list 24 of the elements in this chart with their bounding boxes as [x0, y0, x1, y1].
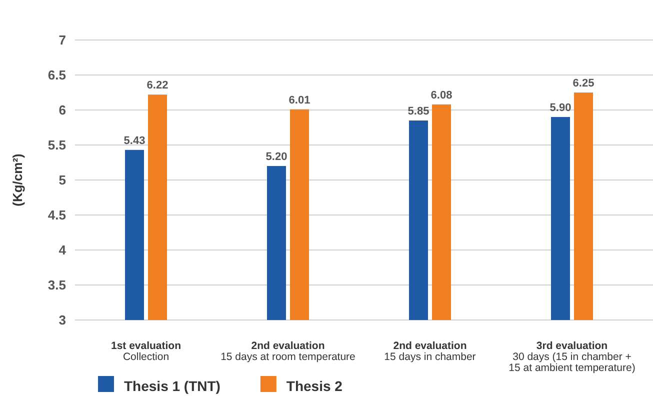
data-label: 5.90 — [550, 102, 572, 114]
x-tick-label: 1st evaluation Collection — [110, 340, 182, 363]
x-tick-label: 2nd evaluation 15 days at room temperature — [220, 340, 356, 363]
y-tick-label: 5.5 — [48, 138, 66, 153]
y-tick-label: 3.5 — [48, 278, 66, 293]
data-label: 6.08 — [430, 89, 452, 102]
data-label: 5.43 — [124, 134, 146, 147]
y-tick-label: 4 — [58, 242, 67, 258]
data-label: 5.20 — [266, 151, 288, 163]
y-tick-label: 5 — [58, 172, 66, 188]
y-tick-label: 3 — [58, 312, 66, 328]
y-tick-label: 7 — [58, 32, 66, 48]
data-label: 6.22 — [146, 80, 168, 92]
y-tick-label: 4.5 — [48, 208, 66, 223]
data-label: 5.85 — [408, 106, 430, 118]
x-tick-label: 2nd evaluation 15 days in chamber — [384, 340, 476, 363]
x-tick-label: 3rd evaluation 30 days (15 in chamber + 15 at ambient temperature) — [508, 340, 636, 374]
y-tick-label: 6 — [58, 102, 66, 118]
data-label: 6.01 — [288, 94, 310, 106]
y-axis-title: (Kg/cm²) — [10, 154, 25, 206]
legend-label: Thesis 2 — [286, 378, 343, 394]
data-label: 6.25 — [572, 78, 594, 90]
legend-label: Thesis 1 (TNT) — [124, 378, 220, 394]
y-tick-label: 6.5 — [48, 68, 66, 83]
